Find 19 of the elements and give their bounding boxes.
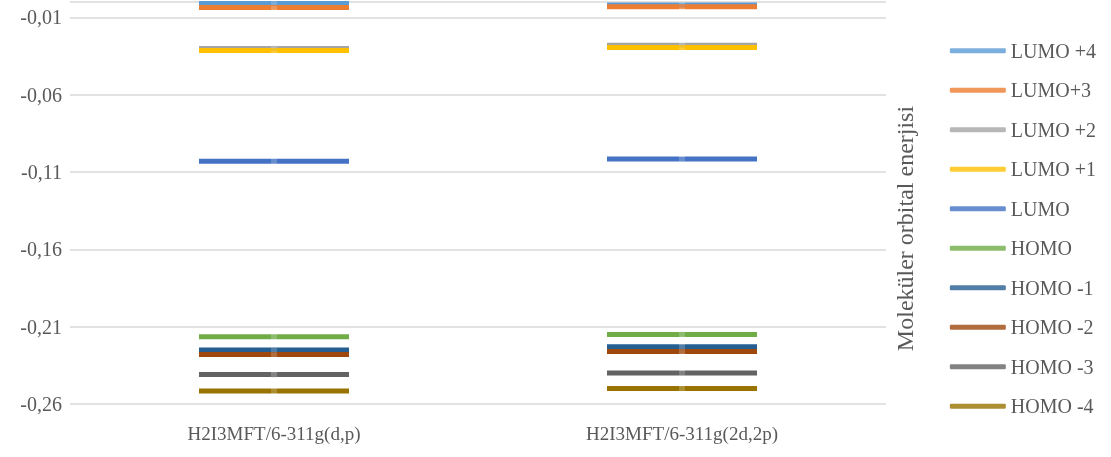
legend-label: LUMO+3	[1010, 79, 1092, 102]
legend-label: LUMO +2	[1010, 118, 1097, 141]
legend-label: LUMO +1	[1010, 158, 1097, 181]
x-tick-label: H2I3MFT/6-311g(d,p)	[187, 423, 361, 445]
y-tick-label: -0,21	[20, 315, 62, 338]
y-tick-label: -0,11	[21, 161, 62, 184]
y-tick-label: -0,01	[20, 6, 62, 29]
legend-label: LUMO	[1010, 197, 1070, 220]
legend-label: LUMO +4	[1010, 39, 1097, 62]
x-tick-label: H2I3MFT/6-311g(2d,2p)	[586, 423, 778, 445]
y-tick-label: -0,26	[20, 393, 62, 415]
legend-label: HOMO -2	[1010, 316, 1094, 339]
legend-label: HOMO -1	[1010, 276, 1094, 299]
y-axis-title: Moleküler orbital enerjisi	[892, 105, 918, 352]
y-tick-label: -0,06	[20, 83, 62, 106]
legend-label: HOMO -3	[1010, 355, 1094, 378]
y-tick-label: -0,16	[20, 238, 62, 261]
legend-label: HOMO -4	[1010, 395, 1094, 418]
legend-label: HOMO	[1010, 237, 1072, 260]
